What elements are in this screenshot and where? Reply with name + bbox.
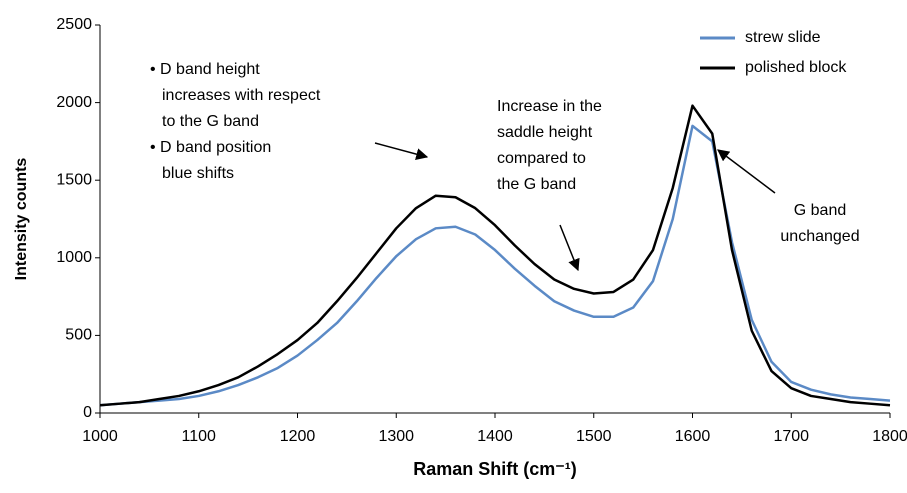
x-tick-label: 1000 bbox=[82, 428, 118, 445]
y-tick-label: 500 bbox=[65, 327, 92, 344]
annotation: unchanged bbox=[780, 228, 859, 245]
x-tick-label: 1100 bbox=[182, 428, 217, 445]
arrow bbox=[374, 142, 429, 160]
y-tick-label: 0 bbox=[83, 404, 92, 421]
y-tick-label: 1000 bbox=[56, 249, 92, 266]
x-tick-label: 1400 bbox=[477, 428, 513, 445]
x-tick-label: 1200 bbox=[280, 428, 316, 445]
y-tick-label: 1500 bbox=[56, 171, 92, 188]
x-axis-label: Raman Shift (cm⁻¹) bbox=[413, 459, 577, 479]
annotation: G band bbox=[794, 202, 846, 219]
y-tick-label: 2000 bbox=[56, 94, 92, 111]
arrow bbox=[717, 149, 776, 194]
annotation: to the G band bbox=[162, 113, 259, 130]
annotation: blue shifts bbox=[162, 165, 234, 182]
annotation: increases with respect bbox=[162, 87, 321, 104]
x-tick-label: 1700 bbox=[773, 428, 809, 445]
annotation: compared to bbox=[497, 150, 586, 167]
series-line bbox=[99, 104, 891, 407]
legend-label: polished block bbox=[745, 59, 847, 76]
annotation: saddle height bbox=[497, 124, 593, 141]
annotation: • D band height bbox=[150, 61, 260, 78]
annotation: the G band bbox=[497, 176, 576, 193]
series-line bbox=[99, 124, 891, 407]
x-tick-label: 1800 bbox=[872, 428, 907, 445]
y-tick-label: 2500 bbox=[56, 16, 92, 33]
legend-label: strew slide bbox=[745, 29, 821, 46]
x-tick-label: 1300 bbox=[378, 428, 414, 445]
arrow bbox=[559, 224, 580, 272]
x-tick-label: 1600 bbox=[675, 428, 711, 445]
annotation: • D band position bbox=[150, 139, 271, 156]
annotation: Increase in the bbox=[497, 98, 602, 115]
y-axis-label: Intensity counts bbox=[13, 158, 30, 281]
x-tick-label: 1500 bbox=[576, 428, 612, 445]
